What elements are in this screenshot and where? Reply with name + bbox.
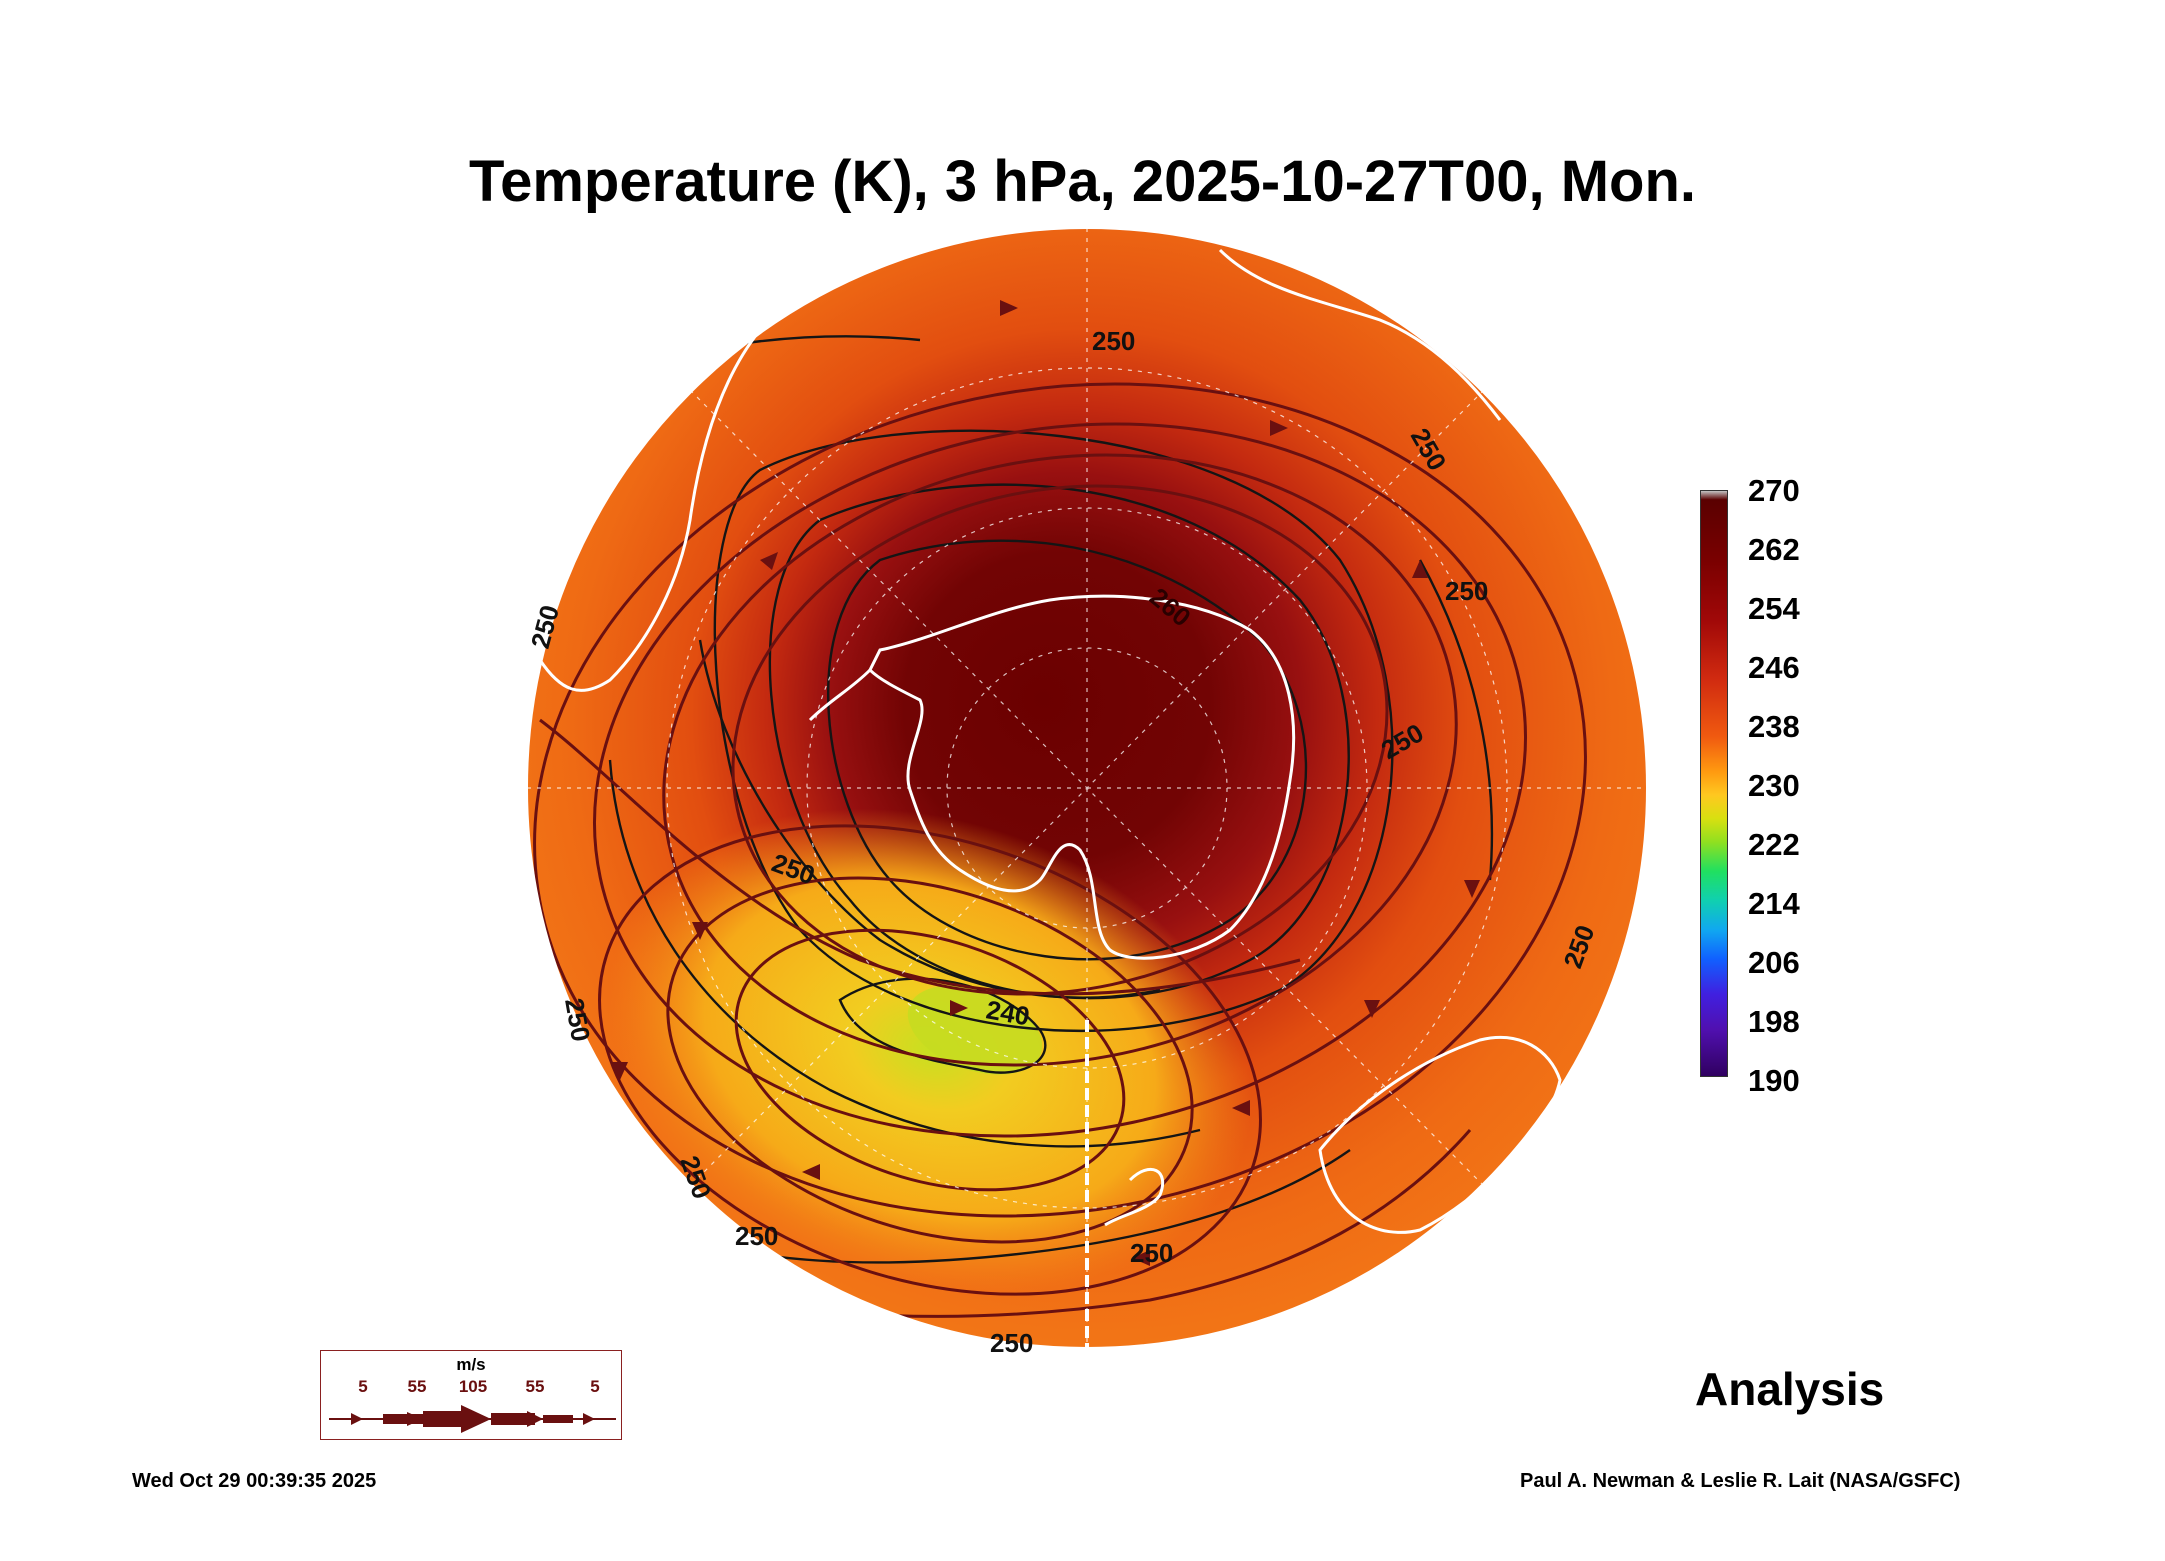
antarctic-peninsula: [808, 668, 872, 722]
colorbar-label: 214: [1748, 886, 1800, 921]
wind-unit-label: m/s: [456, 1355, 486, 1374]
colorbar-label: 254: [1748, 591, 1800, 626]
chart-title: Temperature (K), 3 hPa, 2025-10-27T00, M…: [468, 149, 1696, 214]
wind-speed-label: 5: [358, 1377, 368, 1396]
wind-speed-legend: m/s 5 55 105 55 5: [320, 1350, 622, 1440]
map-outline: [526, 227, 1648, 1349]
australia-coast: [1318, 1035, 1562, 1234]
colorbar-label: 198: [1748, 1004, 1800, 1039]
new-zealand-coast: [1104, 1167, 1165, 1227]
colorbar-label: 190: [1748, 1063, 1800, 1098]
colorbar-label: 246: [1748, 650, 1800, 685]
credit-line: Paul A. Newman & Leslie R. Lait (NASA/GS…: [1520, 1470, 1961, 1492]
contour-label: 250: [1130, 1238, 1173, 1268]
wind-speed-label: 5: [590, 1377, 600, 1396]
colorbar-label: 238: [1748, 709, 1800, 744]
colorbar-label: 270: [1748, 473, 1800, 508]
antarctica-coast: [868, 594, 1296, 960]
colorbar: [1700, 490, 1728, 1077]
africa-coast: [1218, 248, 1502, 421]
wind-arrow-scale: [329, 1405, 616, 1433]
colorbar-label: 230: [1748, 768, 1800, 803]
streamline-arrows: [612, 300, 1480, 1266]
colorbar-label: 262: [1748, 532, 1800, 567]
contour-label: 250: [735, 1221, 778, 1251]
colorbar-label: 206: [1748, 945, 1800, 980]
wind-speed-label: 105: [458, 1377, 488, 1396]
coastlines: [538, 248, 1562, 1234]
contour-label: 250: [990, 1328, 1033, 1358]
wind-streamlines: [533, 382, 1587, 1318]
contour-label: 250: [1092, 326, 1135, 356]
timestamp: Wed Oct 29 00:39:35 2025: [132, 1470, 377, 1492]
analysis-label: Analysis: [1695, 1363, 1885, 1415]
south-america-coast: [538, 329, 762, 692]
contour-label: 250: [559, 996, 596, 1044]
colorbar-label: 222: [1748, 827, 1800, 862]
wind-speed-label: 55: [407, 1377, 427, 1396]
contour-label: 240: [984, 994, 1032, 1031]
wind-speed-label: 55: [525, 1377, 545, 1396]
contour-label: 250: [1445, 576, 1488, 606]
